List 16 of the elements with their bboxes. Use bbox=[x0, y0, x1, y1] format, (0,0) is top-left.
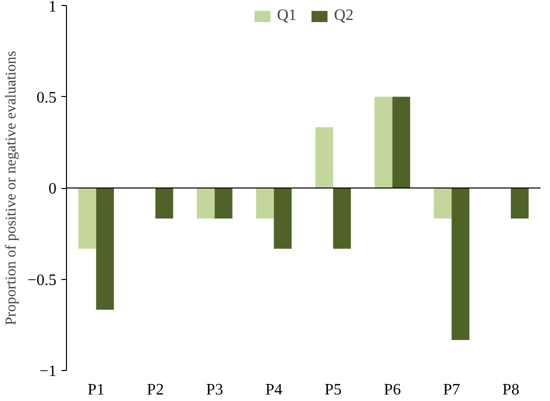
y-tick-label: −0.5 bbox=[27, 272, 57, 289]
x-tick-label: P2 bbox=[146, 382, 164, 398]
legend-label: Q1 bbox=[277, 7, 297, 25]
y-axis-title: Proportion of positive or negative evaluations bbox=[3, 50, 20, 326]
x-tick-label: P6 bbox=[384, 382, 401, 398]
x-tick-label: P5 bbox=[324, 382, 342, 398]
x-tick-label: P8 bbox=[502, 382, 520, 398]
y-tick-label: −1 bbox=[39, 363, 57, 380]
x-tick-label: P1 bbox=[88, 382, 105, 398]
y-tick-label: 0 bbox=[48, 180, 56, 198]
y-tick-label: 1 bbox=[48, 0, 56, 16]
y-tick-label: 0.5 bbox=[36, 89, 56, 106]
x-tick-label: P3 bbox=[206, 382, 224, 398]
x-tick-label: P7 bbox=[443, 382, 460, 398]
x-tick-label: P4 bbox=[265, 382, 282, 398]
legend-label: Q2 bbox=[334, 7, 354, 25]
